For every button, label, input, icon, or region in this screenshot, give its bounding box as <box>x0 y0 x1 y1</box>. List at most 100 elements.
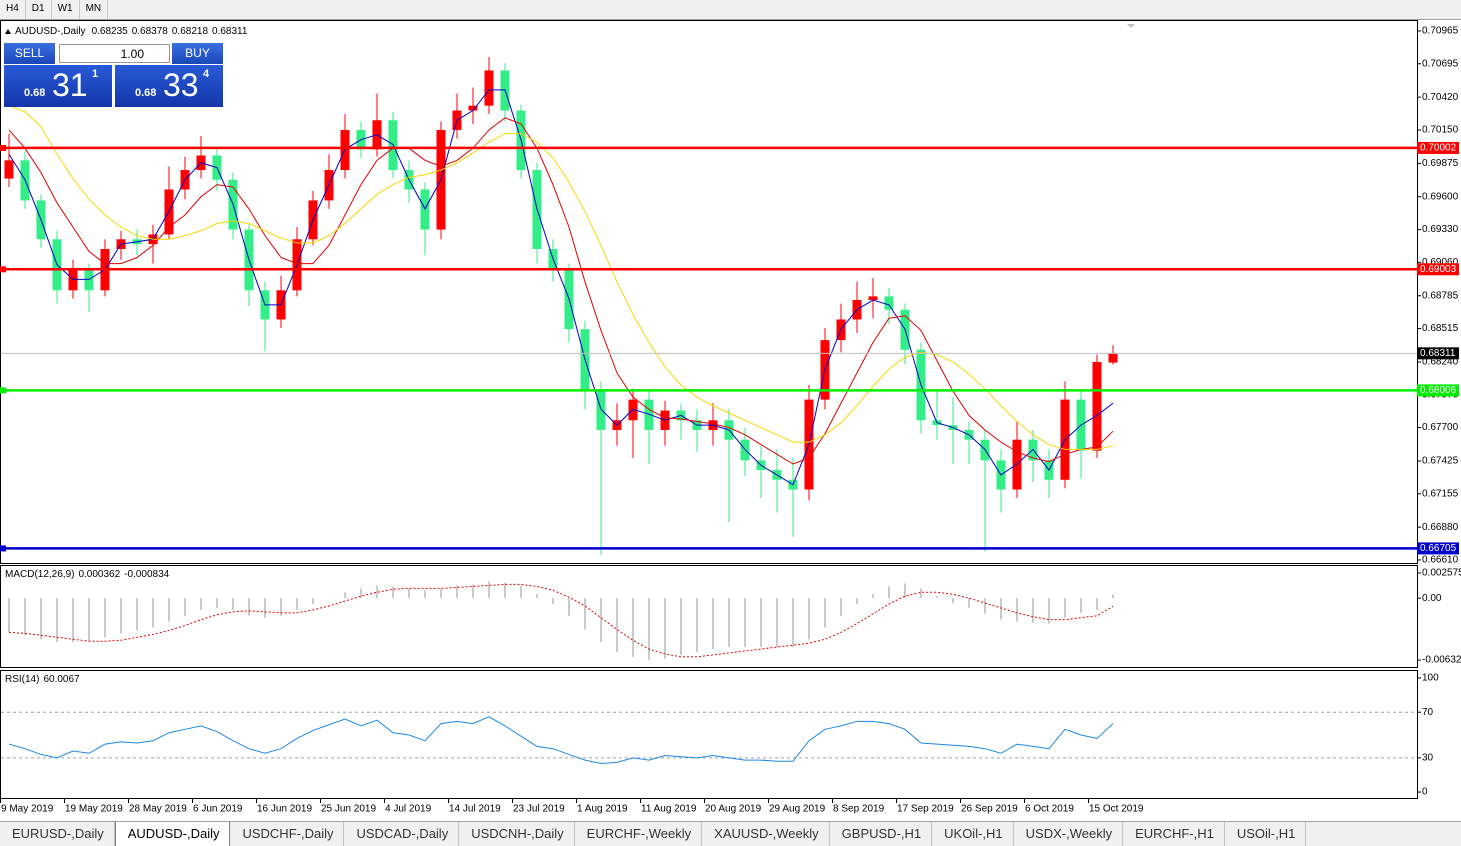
rsi-title: RSI(14) <box>5 674 39 685</box>
chart-tab[interactable]: EURCHF-,H1 <box>1123 822 1225 846</box>
price-pips: 33 <box>163 67 199 103</box>
level-label-bg <box>1417 542 1459 555</box>
x-tick-label: 29 Aug 2019 <box>769 804 826 815</box>
high-value: 0.68378 <box>132 26 169 37</box>
timeframe-button[interactable]: H4 <box>0 0 26 19</box>
rsi-value: 60.0067 <box>43 674 80 685</box>
rsi-line <box>8 716 1114 765</box>
signal-line <box>8 583 1114 658</box>
current-price-bg <box>1417 347 1459 360</box>
signal-value: -0.000834 <box>124 569 169 580</box>
candle-body <box>1108 353 1118 363</box>
timeframe-button[interactable]: W1 <box>52 0 80 19</box>
x-tick-label: 16 Jun 2019 <box>257 804 312 815</box>
collapse-icon <box>5 29 11 34</box>
chart-tab[interactable]: USOil-,H1 <box>1225 822 1307 846</box>
x-tick-label: 15 Oct 2019 <box>1089 804 1144 815</box>
candle-body <box>68 269 78 291</box>
y-tick-label: 0.70420 <box>1422 92 1459 103</box>
y-tick-label: 0.69060 <box>1422 257 1459 268</box>
x-tick-label: 19 May 2019 <box>65 804 123 815</box>
candle-body <box>84 269 94 291</box>
low-value: 0.68218 <box>172 26 209 37</box>
y-tick-label: 0.67425 <box>1422 456 1459 467</box>
y-tick-label: 0.70150 <box>1422 125 1459 136</box>
y-tick-label: 0.68515 <box>1422 323 1459 334</box>
moving-average <box>8 89 1114 486</box>
chart-tab[interactable]: USDCHF-,Daily <box>230 822 345 846</box>
chart-tab[interactable]: EURCHF-,Weekly <box>575 822 703 846</box>
y-tick-label: 0.67700 <box>1422 422 1459 433</box>
x-tick-label: 4 Jul 2019 <box>385 804 432 815</box>
y-tick-label: 0.69330 <box>1422 224 1459 235</box>
macd-title: MACD(12,26,9) <box>5 569 74 580</box>
candle-body <box>644 399 654 430</box>
x-tick-label: 6 Jun 2019 <box>193 804 243 815</box>
chart-tab[interactable]: GBPUSD-,H1 <box>830 822 933 846</box>
level-label-bg <box>1417 384 1459 397</box>
x-tick-label: 6 Oct 2019 <box>1025 804 1074 815</box>
y-tick-label: 0.68240 <box>1422 357 1459 368</box>
y-tick-label: 0.66610 <box>1422 555 1459 566</box>
volume-input[interactable]: 1.00 <box>59 44 170 63</box>
x-tick-label: 14 Jul 2019 <box>449 804 501 815</box>
timeframe-button[interactable]: MN <box>80 0 109 19</box>
y-tick-label: 0.69875 <box>1422 158 1459 169</box>
level-label: 0.70002 <box>1420 143 1457 154</box>
chart-tab[interactable]: AUDUSD-,Daily <box>114 822 231 846</box>
y-tick-label: 0.66880 <box>1422 522 1459 533</box>
x-tick-label: 28 May 2019 <box>129 804 187 815</box>
one-click-trading: SELL 1.00 BUY 0.68 31 1 0.68 33 4 <box>4 43 223 107</box>
candle-body <box>484 70 494 106</box>
main-panel <box>0 20 1418 564</box>
current-price-label: 0.68311 <box>1420 348 1456 359</box>
chart-tab[interactable]: USDCNH-,Daily <box>459 822 575 846</box>
x-tick-label: 23 Jul 2019 <box>513 804 565 815</box>
level-marker <box>0 266 6 273</box>
y-tick-label: 0.68785 <box>1422 290 1459 301</box>
timeframe-button[interactable]: D1 <box>26 0 52 19</box>
price-fraction: 1 <box>92 68 99 80</box>
x-tick-label: 9 May 2019 <box>1 804 54 815</box>
moving-average <box>8 117 1114 465</box>
macd-header: MACD(12,26,9) 0.000362 -0.000834 <box>5 569 170 580</box>
level-marker <box>0 144 6 151</box>
chart: AUDUSD-,Daily 0.68235 0.68378 0.68218 0.6831… <box>0 20 1461 815</box>
candle-body <box>1012 439 1022 490</box>
candle-body <box>1092 361 1102 451</box>
x-tick-label: 8 Sep 2019 <box>833 804 885 815</box>
level-label: 0.68006 <box>1420 385 1457 396</box>
y-tick-label: 0.70965 <box>1422 26 1459 37</box>
buy-price[interactable]: 0.68 33 4 <box>115 65 223 107</box>
x-tick-label: 25 Jun 2019 <box>321 804 376 815</box>
close-value: 0.68311 <box>212 26 248 37</box>
chart-tab[interactable]: USDCAD-,Daily <box>344 822 460 846</box>
shift-marker <box>1127 24 1135 28</box>
sell-price[interactable]: 0.68 31 1 <box>4 65 112 107</box>
chart-tab[interactable]: EURUSD-,Daily <box>0 822 115 846</box>
level-marker <box>0 545 6 552</box>
x-tick-label: 26 Sep 2019 <box>961 804 1018 815</box>
buy-button[interactable]: BUY <box>172 43 223 64</box>
level-label-bg <box>1417 141 1459 154</box>
y-tick-label: 0.67155 <box>1422 488 1459 499</box>
y-tick-label: 0 <box>1422 787 1428 798</box>
candle-body <box>468 105 478 111</box>
open-value: 0.68235 <box>92 26 129 37</box>
y-tick-label: 0.70695 <box>1422 58 1459 69</box>
timeframe-toolbar: H4 D1 W1 MN <box>0 0 1461 20</box>
y-tick-label: 0.69600 <box>1422 191 1459 202</box>
price-prefix: 0.68 <box>135 87 157 99</box>
candle-body <box>4 160 14 179</box>
x-tick-label: 20 Aug 2019 <box>705 804 762 815</box>
chart-tab[interactable]: USDX-,Weekly <box>1014 822 1124 846</box>
chart-header: AUDUSD-,Daily 0.68235 0.68378 0.68218 0.6831… <box>15 26 248 37</box>
y-tick-label: 0.002575 <box>1422 568 1461 579</box>
rsi-header: RSI(14) 60.0067 <box>5 674 80 685</box>
sell-button[interactable]: SELL <box>4 43 55 64</box>
rsi-panel <box>0 670 1418 799</box>
chart-tab[interactable]: XAUUSD-,Weekly <box>702 822 830 846</box>
symbol-title: AUDUSD-,Daily <box>15 26 86 37</box>
chart-tab[interactable]: UKOil-,H1 <box>932 822 1014 846</box>
